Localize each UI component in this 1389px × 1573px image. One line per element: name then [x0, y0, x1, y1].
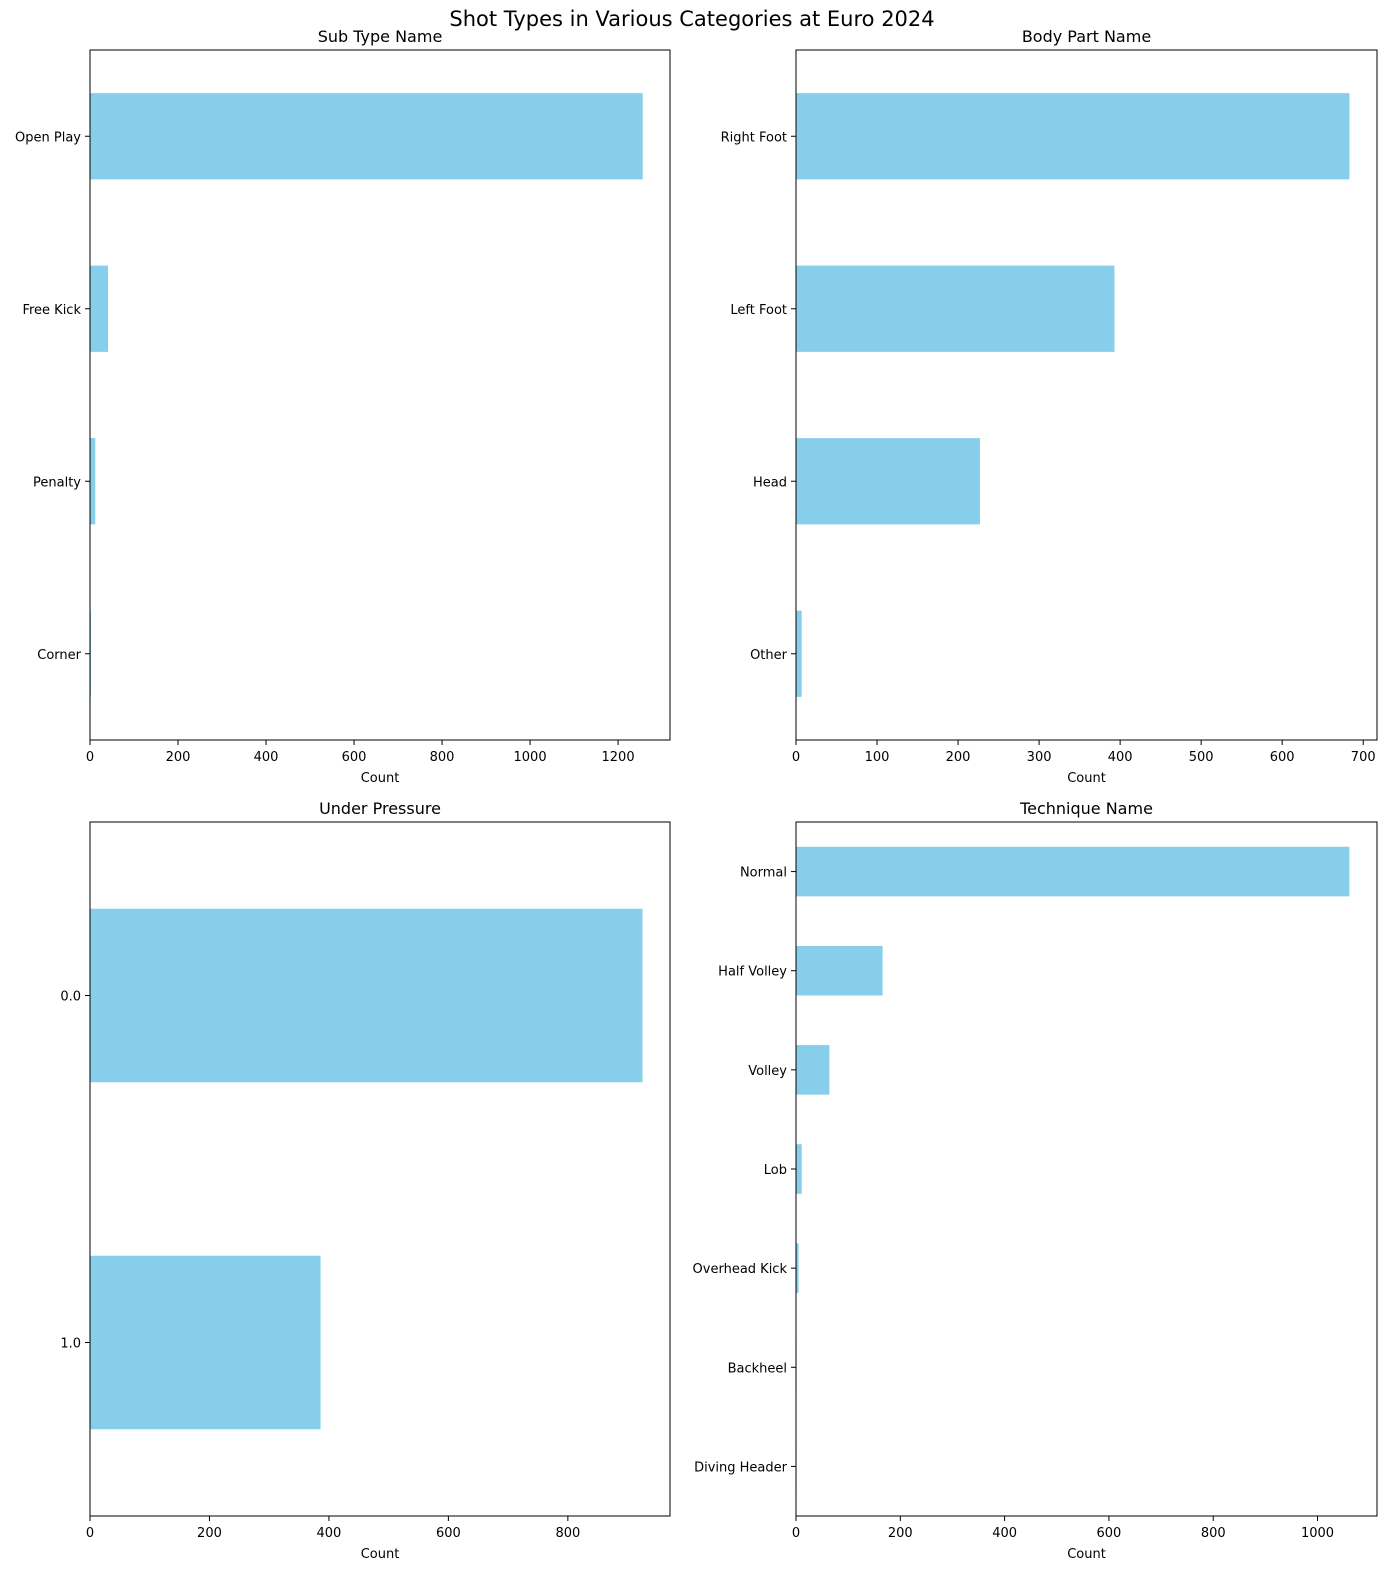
xtick-label: 500	[1189, 750, 1214, 765]
xtick-label: 1000	[1301, 1526, 1334, 1541]
ytick-label-1-0: 1.0	[60, 1337, 81, 1352]
xtick-label: 100	[865, 750, 890, 765]
bar-right-foot	[796, 93, 1350, 180]
panel-under-pressure: Under Pressure 0.0 1.0 0 200 400 600 800 Count	[60, 799, 671, 1562]
figure-suptitle: Shot Types in Various Categories at Euro…	[449, 7, 934, 31]
bar-head	[796, 438, 980, 525]
xtick-label: 700	[1351, 750, 1376, 765]
panel-technique-name-title: Technique Name	[1019, 799, 1153, 818]
panel-body-part-name-title: Body Part Name	[1022, 27, 1151, 46]
panel-technique-name-xlabel: Count	[1067, 1547, 1106, 1562]
ytick-label-corner: Corner	[37, 648, 81, 663]
panel-body-part-name-xlabel: Count	[1067, 771, 1106, 786]
xtick-label: 600	[1097, 1526, 1122, 1541]
panel-under-pressure-title: Under Pressure	[319, 799, 441, 818]
ytick-label-lob: Lob	[764, 1163, 787, 1178]
panel-body-part-name: Body Part Name Right Foot Left Foot Head Oth…	[721, 27, 1378, 786]
ytick-label-free-kick: Free Kick	[22, 303, 81, 318]
bar-left-foot	[796, 265, 1115, 352]
ytick-label-normal: Normal	[740, 866, 787, 881]
bar-open-play	[90, 93, 643, 180]
bar-half-volley	[796, 945, 883, 996]
bar-1-0	[90, 1255, 321, 1430]
xtick-label: 0	[86, 750, 94, 765]
xtick-label: 1200	[602, 750, 635, 765]
xtick-label: 600	[1270, 750, 1295, 765]
xtick-label: 400	[1108, 750, 1133, 765]
xtick-label: 300	[1027, 750, 1052, 765]
xtick-label: 600	[436, 1526, 461, 1541]
axes-frame	[795, 821, 1378, 1517]
xtick-label: 1000	[514, 750, 547, 765]
xtick-label: 600	[342, 750, 367, 765]
ytick-label-volley: Volley	[748, 1064, 787, 1079]
panel-sub-type-name-xlabel: Count	[361, 771, 400, 786]
xtick-label: 800	[430, 750, 455, 765]
ytick-label-overhead-kick: Overhead Kick	[693, 1262, 788, 1277]
ytick-label-half-volley: Half Volley	[718, 965, 787, 980]
panel-sub-type-name-title: Sub Type Name	[318, 27, 443, 46]
ytick-label-other: Other	[750, 648, 788, 663]
ytick-label-diving-header: Diving Header	[694, 1460, 788, 1475]
ytick-label-open-play: Open Play	[15, 130, 81, 145]
axes-frame	[89, 821, 671, 1517]
bar-lob	[796, 1144, 802, 1194]
axes-frame	[795, 49, 1378, 741]
bar-0-0	[90, 908, 643, 1083]
bar-other	[796, 610, 802, 697]
ytick-label-backheel: Backheel	[728, 1361, 787, 1376]
xtick-label: 400	[992, 1526, 1017, 1541]
subplot-grid: Sub Type Name Open Play Free Kick Penalty Co…	[15, 27, 1378, 1562]
ytick-label-penalty: Penalty	[33, 475, 81, 490]
xtick-label: 800	[555, 1526, 580, 1541]
ytick-label-left-foot: Left Foot	[730, 303, 787, 318]
xtick-label: 400	[254, 750, 279, 765]
axes-frame	[89, 49, 671, 741]
bar-volley	[796, 1045, 830, 1095]
xtick-label: 200	[946, 750, 971, 765]
ytick-label-head: Head	[753, 475, 787, 490]
xtick-label: 0	[792, 1526, 800, 1541]
xtick-label: 800	[1201, 1526, 1226, 1541]
ytick-label-0-0: 0.0	[60, 990, 81, 1005]
xtick-label: 400	[317, 1526, 342, 1541]
panel-sub-type-name: Sub Type Name Open Play Free Kick Penalty Co…	[15, 27, 671, 786]
bar-penalty	[90, 438, 96, 525]
ytick-label-right-foot: Right Foot	[721, 130, 787, 145]
xtick-label: 200	[197, 1526, 222, 1541]
panel-under-pressure-xlabel: Count	[361, 1547, 400, 1562]
xtick-label: 200	[166, 750, 191, 765]
xtick-label: 200	[888, 1526, 913, 1541]
panel-technique-name: Technique Name Normal Half Volley Volley Lob…	[693, 799, 1378, 1562]
bar-free-kick	[90, 265, 109, 352]
xtick-label: 0	[86, 1526, 94, 1541]
bar-normal	[796, 846, 1350, 897]
bar-overhead-kick	[796, 1243, 799, 1293]
xtick-label: 0	[792, 750, 800, 765]
